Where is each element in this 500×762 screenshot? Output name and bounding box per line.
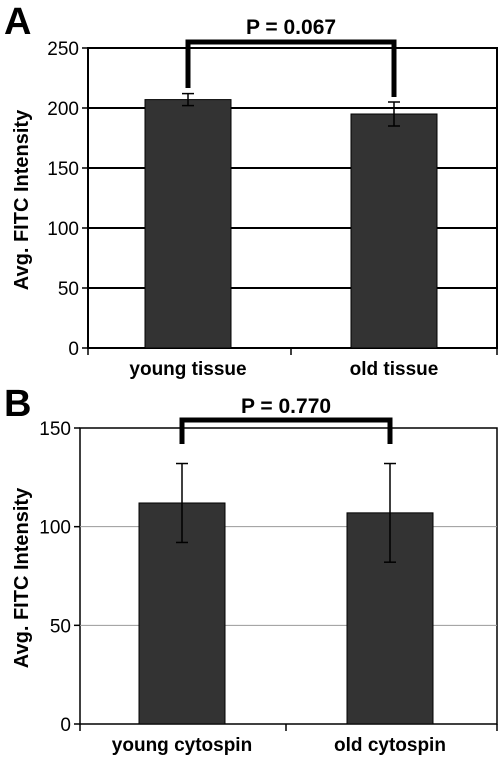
panel-b-y-tick-label: 0 [60, 715, 71, 736]
panel-a-category-label: young tissue [129, 359, 246, 380]
panel-b-p-value-label: P = 0.770 [241, 395, 331, 418]
panel-a-y-tick-label: 100 [47, 219, 79, 240]
panel-a-plot: 0 50 100 150 200 250 young tissue old tissue P =… [47, 16, 498, 380]
panel-a-bar [350, 113, 438, 349]
panel-a-category-label: old tissue [350, 359, 439, 380]
panel-a-y-tick-label: 250 [47, 39, 79, 60]
panel-b-significance-bracket [179, 417, 393, 444]
panel-a-y-axis-label: Avg. FITC Intensity [11, 109, 33, 290]
panel-a-significance-bracket [185, 39, 397, 97]
panel-b-y-tick-label: 100 [39, 518, 71, 539]
panel-a-p-value-label: P = 0.067 [246, 16, 336, 39]
panel-b-y-tick-label: 50 [50, 616, 71, 637]
panel-b-y-axis-label: Avg. FITC Intensity [11, 487, 33, 668]
panel-b-category-label: young cytospin [112, 735, 252, 756]
panel-b-y-tick-label: 150 [39, 419, 71, 440]
panel-a-letter: A [4, 1, 31, 43]
panel-b-plot: 0 50 100 150 young cytospin old cytospin P = 0… [39, 395, 498, 756]
panel-a: A Avg. FITC Intensity 0 50 100 150 200 250 you… [4, 1, 498, 380]
panel-a-y-tick-label: 50 [58, 279, 79, 300]
panel-a-bar [144, 99, 232, 349]
panel-b-category-label: old cytospin [334, 735, 446, 756]
panel-a-y-tick-label: 200 [47, 99, 79, 120]
panel-a-y-tick-label: 0 [68, 339, 79, 360]
panel-b: B Avg. FITC Intensity 0 50 100 150 young cyt… [4, 383, 498, 756]
panel-b-letter: B [4, 383, 31, 425]
panel-a-y-tick-label: 150 [47, 159, 79, 180]
